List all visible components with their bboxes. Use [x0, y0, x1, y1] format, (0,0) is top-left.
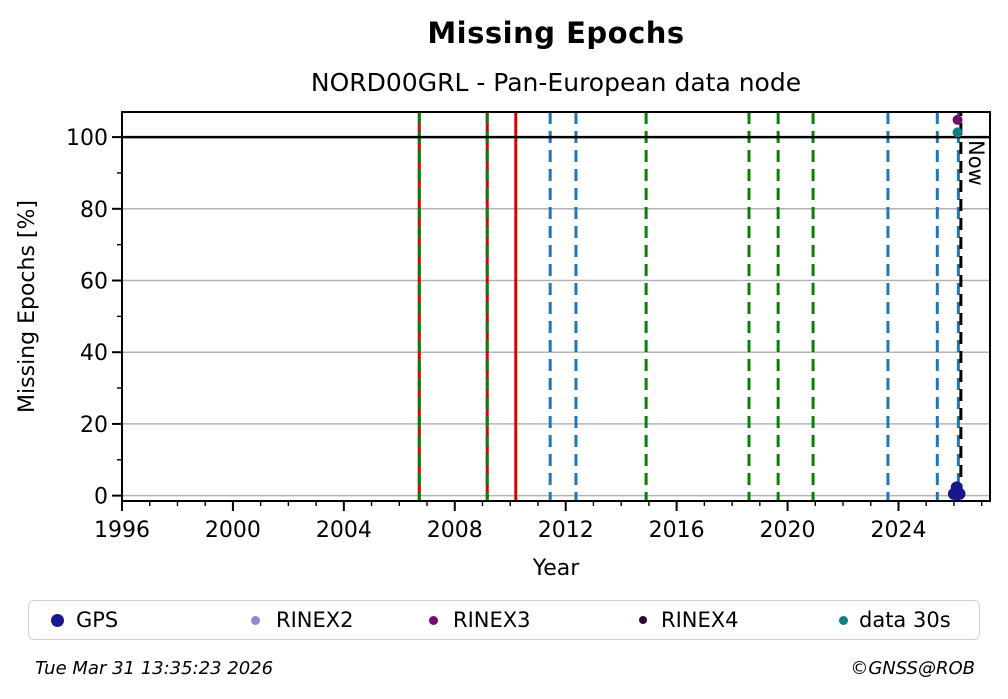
legend-label-data30s: data 30s	[859, 608, 951, 632]
y-tick-label: 100	[66, 126, 108, 151]
x-tick-label: 2016	[649, 518, 705, 543]
legend-label-rinex3: RINEX3	[453, 608, 531, 632]
legend-marker-rinex2	[251, 616, 260, 625]
legend-marker-rinex4	[639, 616, 647, 624]
page-title: Missing Epochs	[427, 16, 685, 50]
legend-label-rinex2: RINEX2	[276, 608, 354, 632]
now-label: Now	[964, 140, 988, 186]
x-tick-label: 2020	[760, 518, 816, 543]
x-tick-label: 2012	[538, 518, 594, 543]
x-tick-label: 1996	[94, 518, 150, 543]
x-axis-label: Year	[532, 556, 581, 581]
plot-border	[121, 111, 991, 502]
legend-label-rinex4: RINEX4	[661, 608, 739, 632]
y-tick-label: 0	[94, 485, 108, 510]
legend-marker-rinex3	[429, 616, 438, 625]
data-point-rinex3	[952, 114, 963, 125]
legend-marker-gps	[51, 614, 64, 627]
y-axis-label: Missing Epochs [%]	[15, 200, 40, 413]
x-tick-label: 2004	[316, 518, 372, 543]
timestamp: Tue Mar 31 13:35:23 2026	[35, 658, 274, 679]
x-tick-label: 2008	[427, 518, 483, 543]
chart-legend: GPS RINEX2 RINEX3 RINEX4 data 30s	[28, 600, 980, 640]
y-tick-label: 40	[80, 341, 108, 366]
y-tick-label: 80	[80, 198, 108, 223]
y-tick-label: 60	[80, 270, 108, 295]
y-tick-label: 20	[80, 413, 108, 438]
legend-label-gps: GPS	[76, 608, 119, 632]
data-point-data-30s	[952, 127, 963, 138]
legend-marker-data30s	[839, 616, 848, 625]
credit: ©GNSS@ROB	[850, 658, 975, 679]
x-tick-label: 2000	[205, 518, 261, 543]
chart-subtitle: NORD00GRL - Pan-European data node	[310, 68, 802, 97]
data-point-gps	[950, 481, 963, 494]
x-tick-label: 2024	[870, 518, 926, 543]
